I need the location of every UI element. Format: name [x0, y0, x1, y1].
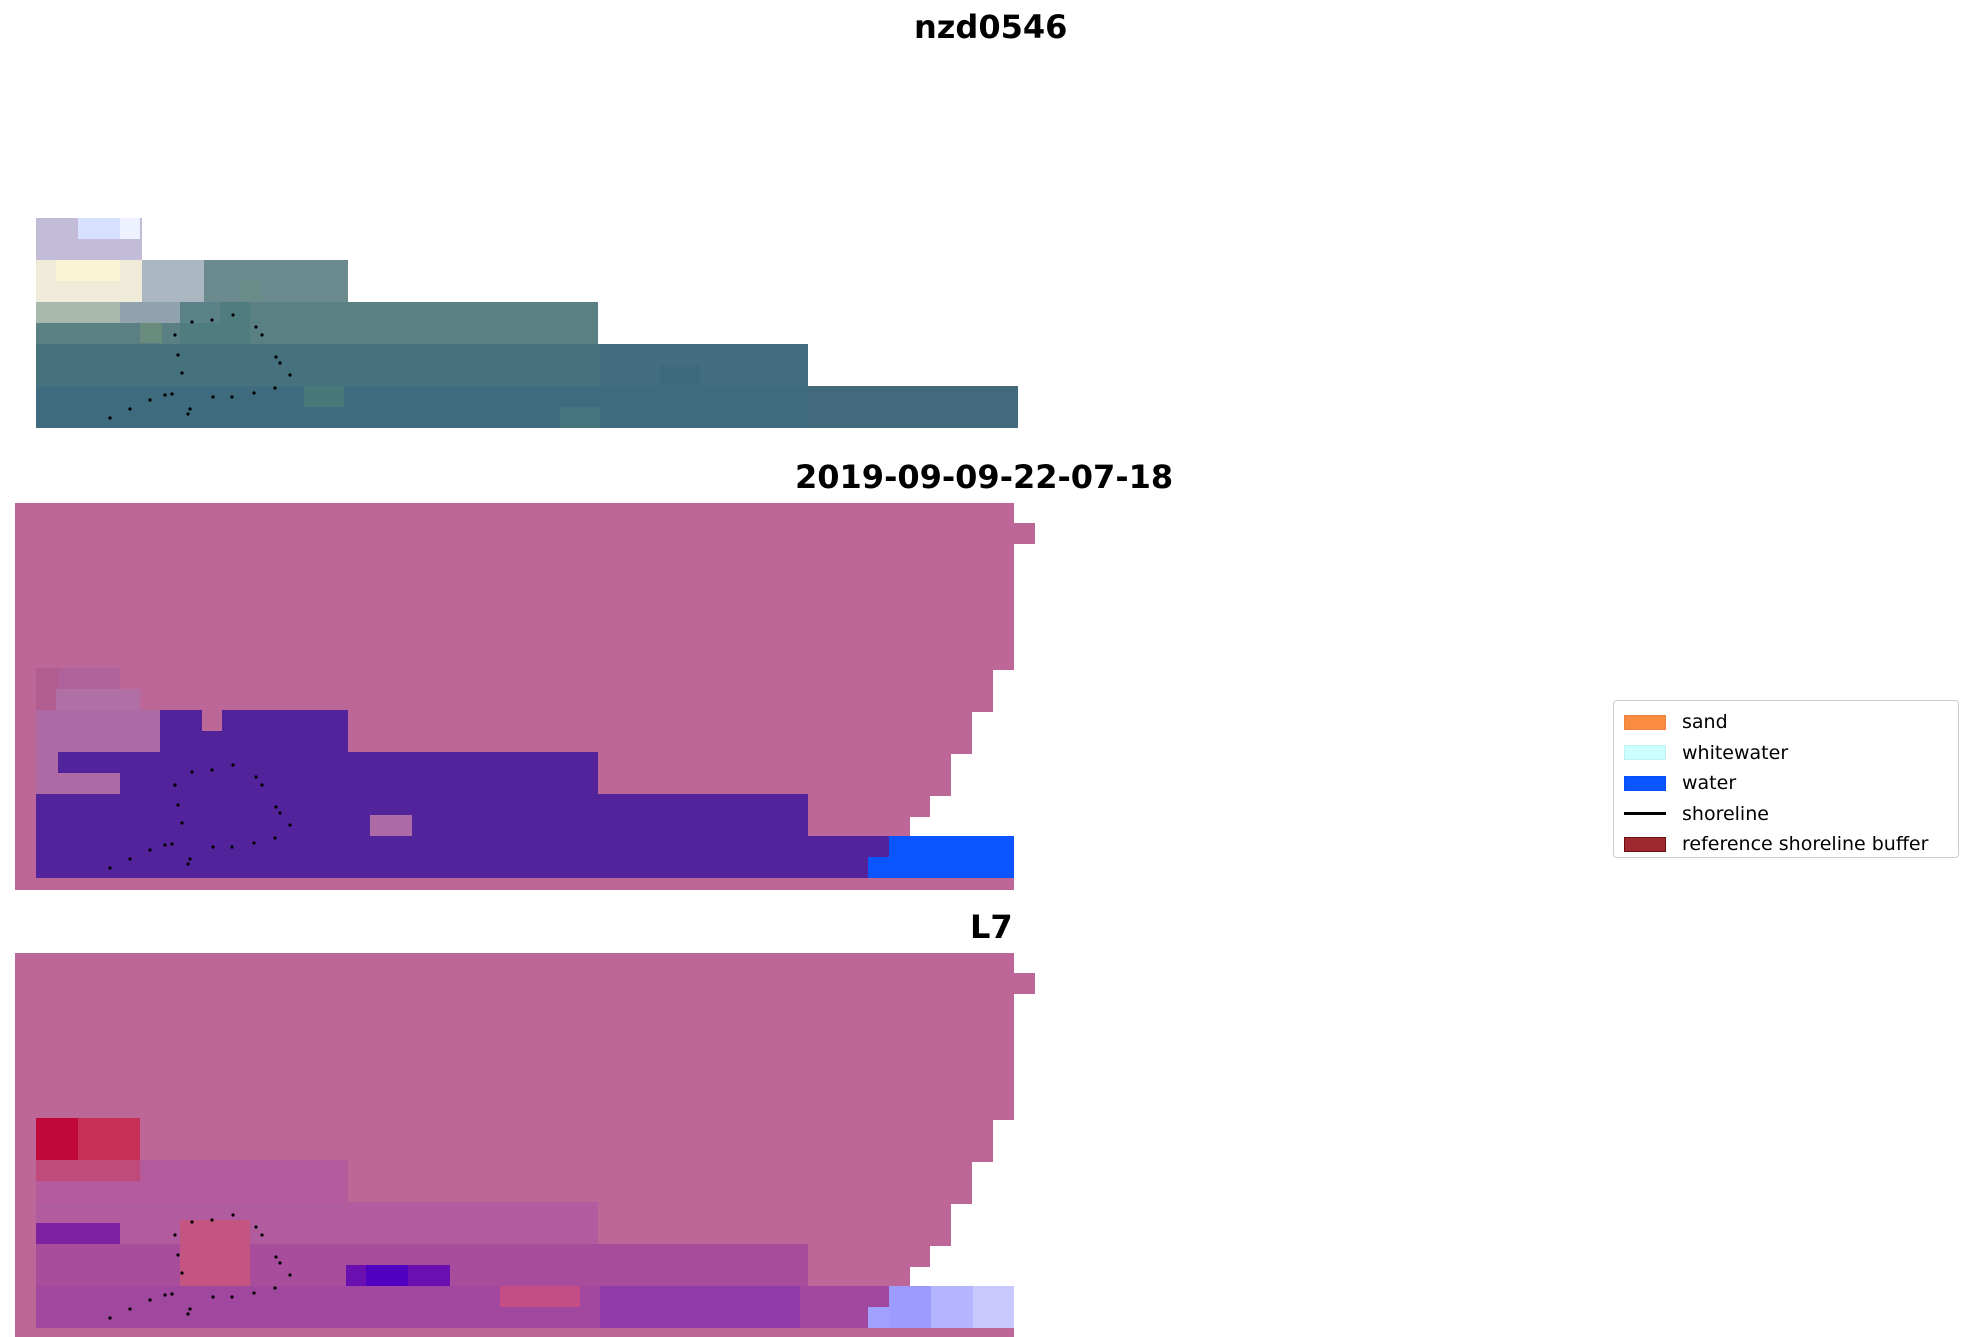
sand-swatch: [1624, 714, 1666, 730]
classified-image-panel: [15, 503, 1060, 890]
legend-item-sand: sand: [1624, 707, 1948, 738]
satellite-title: L7: [970, 908, 1013, 946]
legend-label: shoreline: [1682, 802, 1769, 825]
index-image-panel: [15, 953, 1060, 1337]
legend-item-water: water: [1624, 768, 1948, 799]
legend-label: sand: [1682, 711, 1728, 734]
legend-label: whitewater: [1682, 741, 1789, 764]
classified-image: [15, 503, 1060, 890]
water-swatch: [1624, 775, 1666, 791]
legend-item-shoreline: shoreline: [1624, 799, 1948, 830]
rgb-image: [36, 218, 1018, 428]
legend-item-reference-buffer: reference shoreline buffer: [1624, 829, 1948, 860]
shoreline-points: [108, 1213, 292, 1320]
legend-label: reference shoreline buffer: [1682, 833, 1929, 856]
image-title: nzd0546: [914, 8, 1068, 46]
index-image: [15, 953, 1060, 1337]
legend-label: water: [1682, 772, 1737, 795]
reference-buffer-swatch: [1624, 836, 1666, 852]
shoreline-points: [108, 763, 292, 870]
legend: sand whitewater water shoreline referenc…: [1613, 700, 1959, 858]
whitewater-swatch: [1624, 745, 1666, 761]
date-title: 2019-09-09-22-07-18: [795, 458, 1174, 496]
rgb-image-panel: [36, 218, 1018, 428]
shoreline-points: [108, 313, 292, 420]
shoreline-line-swatch: [1624, 812, 1666, 816]
legend-item-whitewater: whitewater: [1624, 738, 1948, 769]
